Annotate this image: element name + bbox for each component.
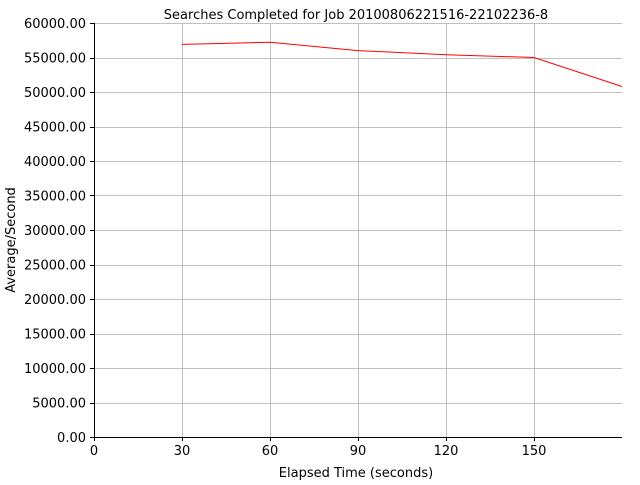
x-axis-label: Elapsed Time (seconds) (279, 466, 433, 480)
y-tick-label: 25000.00 (24, 259, 86, 274)
x-tick-label: 30 (174, 444, 191, 459)
tick-labels: 0.00 5000.00 10000.00 15000.00 20000.00 25000… (24, 17, 546, 459)
series (181, 41, 624, 88)
y-tick-label: 55000.00 (24, 52, 86, 67)
x-tick-label: 0 (90, 444, 98, 459)
data-point (445, 53, 448, 56)
y-tick-label: 10000.00 (24, 362, 86, 377)
axes (90, 23, 622, 441)
x-tick-label: 60 (262, 444, 279, 459)
chart-title: Searches Completed for Job 2010080622151… (164, 8, 548, 23)
y-tick-label: 20000.00 (24, 293, 86, 308)
y-tick-label: 5000.00 (32, 397, 86, 412)
data-point (269, 41, 272, 44)
series-line (181, 41, 623, 87)
data-point (181, 43, 184, 46)
y-axis-label: Average/Second (4, 187, 19, 293)
y-tick-label: 40000.00 (24, 155, 86, 170)
x-tick-label: 120 (434, 444, 459, 459)
y-tick-label: 50000.00 (24, 86, 86, 101)
x-tick-label: 90 (350, 444, 367, 459)
data-point (621, 85, 624, 88)
y-tick-label: 0.00 (57, 431, 86, 446)
data-point (357, 49, 360, 52)
y-tick-label: 15000.00 (24, 328, 86, 343)
y-tick-label: 30000.00 (24, 224, 86, 239)
x-tick-label: 150 (522, 444, 547, 459)
y-tick-label: 45000.00 (24, 121, 86, 136)
y-tick-label: 60000.00 (24, 17, 86, 32)
y-tick-label: 35000.00 (24, 190, 86, 205)
data-point (533, 56, 536, 59)
grid (94, 23, 622, 437)
